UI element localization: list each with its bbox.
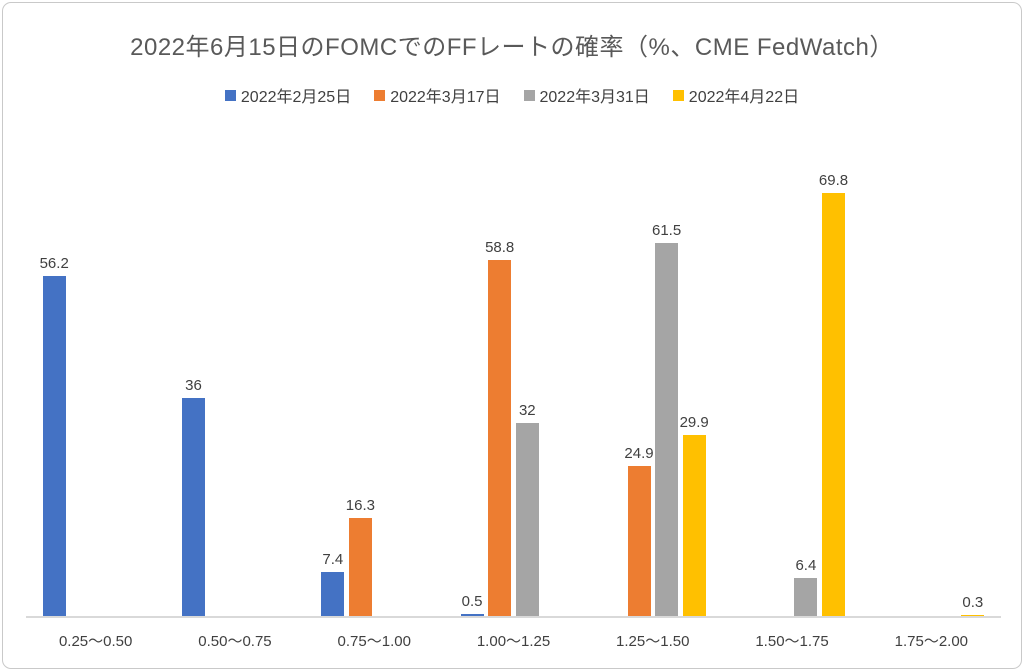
data-label: 0.5 <box>461 593 483 610</box>
data-label: 58.8 <box>485 239 515 256</box>
x-axis-line <box>26 616 1001 618</box>
data-label: 36 <box>185 377 202 394</box>
data-label: 24.9 <box>624 445 654 462</box>
legend-marker-icon <box>374 89 386 101</box>
x-axis-label: 1.50～1.75 <box>755 633 829 650</box>
data-label: 29.9 <box>679 414 709 431</box>
legend-marker-icon <box>672 89 684 101</box>
bar <box>460 614 484 617</box>
legend: 2022年2月25日 2022年3月17日 2022年3月31日 2022年4月22日 <box>3 83 1021 107</box>
bar <box>348 518 372 617</box>
legend-marker-icon <box>523 89 535 101</box>
data-label: 61.5 <box>651 222 682 239</box>
data-label: 7.4 <box>322 551 344 568</box>
bar <box>822 193 845 617</box>
legend-marker-icon <box>224 89 236 101</box>
bar <box>182 398 205 617</box>
bar <box>682 435 706 617</box>
plot-area: 56.2 36 7.4 16.3 0.5 58.8 32 24.9 61.5 29.9 6.4 69.… <box>26 131 1001 617</box>
x-axis-label: 1.25～1.50 <box>616 633 690 650</box>
legend-item: 2022年2月25日 <box>224 83 352 107</box>
chart-title: 2022年6月15日のFOMCでのFFレートの確率（%、CME FedWatch… <box>130 34 894 61</box>
bar <box>655 243 679 617</box>
data-label: 32 <box>518 402 536 419</box>
x-axis-label: 1.75～2.00 <box>894 633 969 650</box>
data-label: 69.8 <box>818 172 849 189</box>
data-label: 16.3 <box>345 497 375 514</box>
data-label: 0.3 <box>962 594 984 611</box>
data-label: 56.2 <box>39 255 69 272</box>
legend-label: 2022年3月17日 <box>390 89 501 106</box>
legend-label: 2022年4月22日 <box>688 89 800 106</box>
x-axis-labels: 0.25～0.50 0.50～0.75 0.75～1.00 1.00～1.25 1.25… <box>26 630 1001 654</box>
bar <box>42 276 66 617</box>
bar <box>321 572 345 617</box>
bar <box>627 466 651 617</box>
legend-label: 2022年2月25日 <box>240 89 352 106</box>
legend-item: 2022年3月31日 <box>523 83 650 107</box>
legend-item: 2022年4月22日 <box>672 83 800 107</box>
x-axis-label: 1.00～1.25 <box>476 633 551 650</box>
data-label: 6.4 <box>795 557 817 574</box>
bar <box>488 260 512 617</box>
x-axis-label: 0.25～0.50 <box>58 633 133 650</box>
legend-label: 2022年3月31日 <box>539 89 650 106</box>
bar <box>794 578 818 617</box>
bar <box>515 423 539 617</box>
x-axis-label: 0.50～0.75 <box>198 633 272 650</box>
legend-item: 2022年3月17日 <box>374 83 501 107</box>
x-axis-label: 0.75～1.00 <box>337 633 411 650</box>
